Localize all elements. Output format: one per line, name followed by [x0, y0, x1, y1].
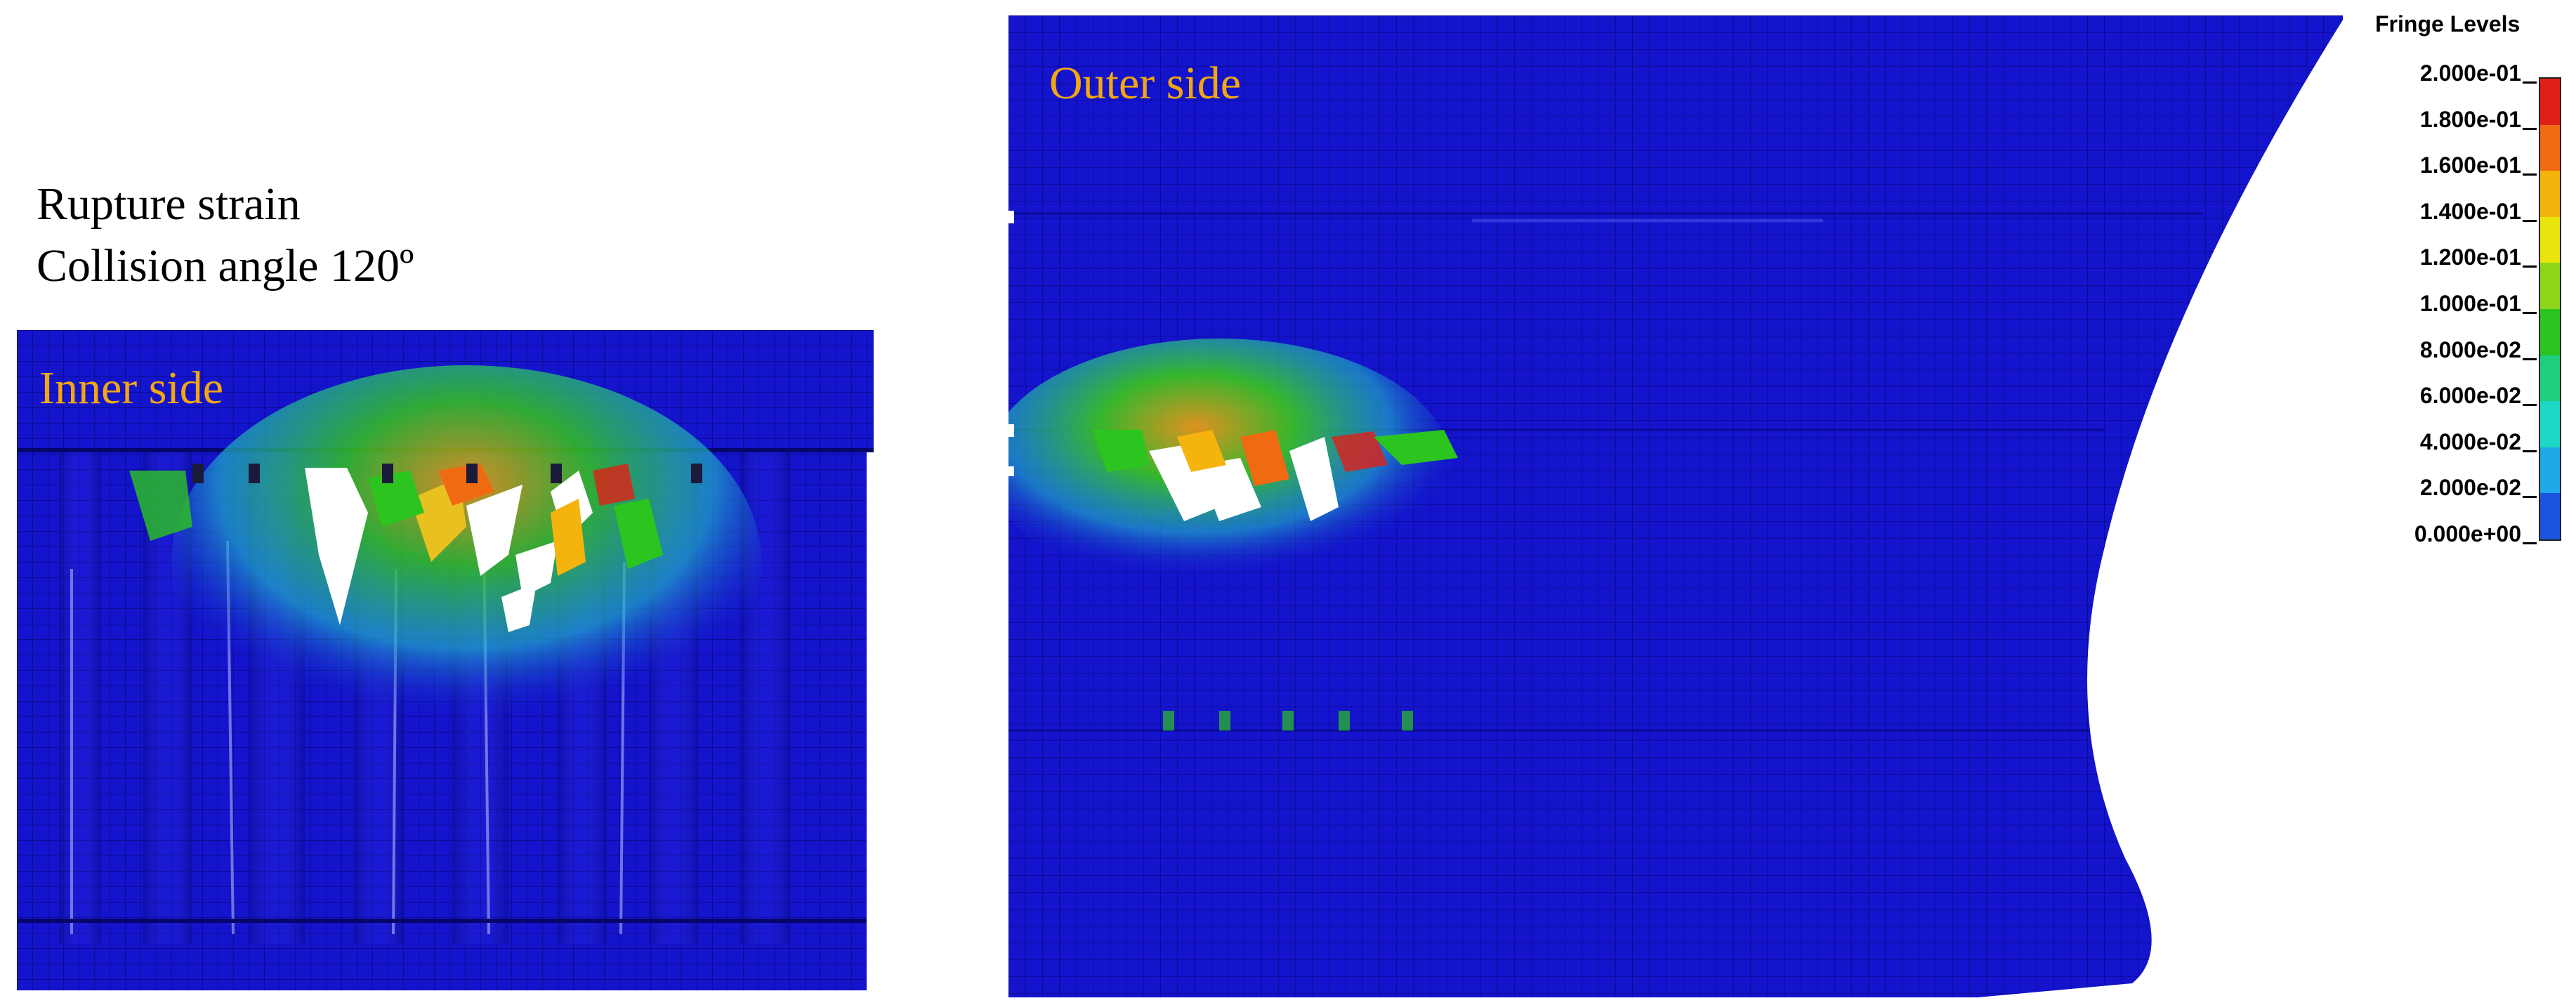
fringe-level-tick	[2523, 312, 2537, 314]
fringe-color-segment	[2540, 493, 2560, 539]
fringe-level-label: 0.000e+00	[2414, 521, 2521, 546]
caption-line-1: Rupture strain	[37, 178, 301, 230]
fringe-level-tick	[2523, 358, 2537, 360]
fringe-level-tick	[2523, 81, 2537, 84]
inner-side-label: Inner side	[39, 362, 224, 414]
fringe-level-tick	[2523, 450, 2537, 452]
fringe-level-tick	[2523, 127, 2537, 130]
fringe-color-segment	[2540, 216, 2560, 263]
fringe-level-tick	[2523, 404, 2537, 407]
fringe-level-tick	[2523, 496, 2537, 499]
fringe-color-segment	[2540, 171, 2560, 217]
caption-line-2: Collision angle 120º	[37, 240, 414, 291]
fringe-level-label: 1.400e-01	[2419, 198, 2521, 224]
fringe-level-label: 1.000e-01	[2419, 291, 2521, 316]
fringe-color-segment	[2540, 355, 2560, 402]
fringe-level-tick	[2523, 219, 2537, 222]
fringe-color-segment	[2540, 401, 2560, 447]
fringe-color-segment	[2540, 447, 2560, 494]
fringe-level-label: 8.000e-02	[2419, 336, 2521, 362]
fringe-level-label: 2.000e-01	[2419, 60, 2521, 86]
fringe-color-segment	[2540, 79, 2560, 125]
outer-side-label: Outer side	[1049, 58, 1242, 109]
fringe-level-label: 1.200e-01	[2419, 244, 2521, 270]
outer-side-view	[1008, 15, 2343, 997]
inner-side-view	[17, 330, 874, 990]
fringe-level-label: 4.000e-02	[2419, 428, 2521, 454]
fringe-level-tick	[2523, 266, 2537, 268]
fringe-level-label: 2.000e-02	[2419, 475, 2521, 501]
fringe-color-bar	[2539, 77, 2561, 541]
fringe-color-segment	[2540, 124, 2560, 171]
fringe-level-tick	[2523, 173, 2537, 176]
fringe-level-label: 6.000e-02	[2419, 383, 2521, 409]
fringe-color-segment	[2540, 308, 2560, 355]
fringe-level-label: 1.800e-01	[2419, 106, 2521, 132]
fringe-levels-title: Fringe Levels	[2375, 11, 2521, 37]
fringe-color-segment	[2540, 263, 2560, 309]
fringe-level-label: 1.600e-01	[2419, 152, 2521, 178]
fringe-level-tick	[2523, 542, 2537, 544]
